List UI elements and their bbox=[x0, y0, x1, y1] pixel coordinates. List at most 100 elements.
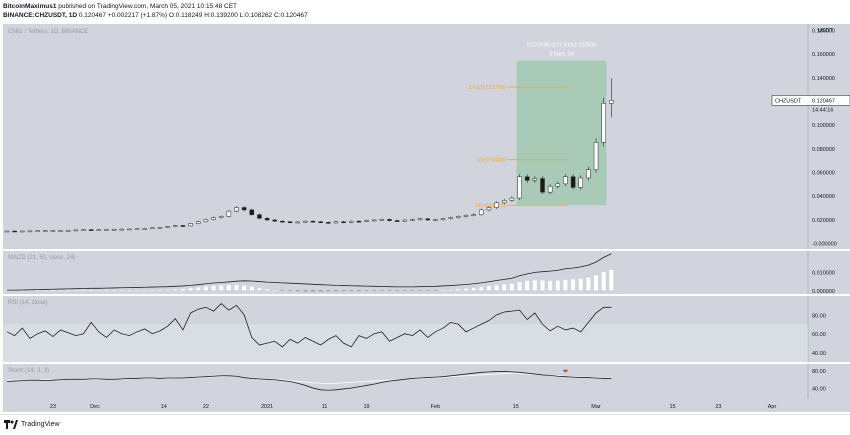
macd-histogram-bar bbox=[20, 290, 25, 291]
candle-body bbox=[111, 228, 117, 231]
price-tick-label: -0.000000 bbox=[812, 242, 837, 248]
high-value: 0.139200 bbox=[210, 12, 238, 19]
candle-body bbox=[479, 209, 484, 215]
candle-body bbox=[96, 229, 102, 231]
time-tick-label: 23 bbox=[715, 404, 721, 410]
rsi-pane-title: RSI (14, close) bbox=[8, 300, 48, 306]
published-text: published on TradingView.com, March 05, … bbox=[58, 3, 238, 10]
candle-body bbox=[463, 215, 469, 217]
stoch-tick-label: 80.00 bbox=[812, 369, 826, 375]
tradingview-logo[interactable]: TradingView bbox=[4, 420, 60, 429]
candle-body bbox=[203, 219, 209, 223]
candle-body bbox=[448, 217, 453, 220]
candle-body bbox=[379, 219, 385, 221]
open-label: O: bbox=[168, 12, 176, 19]
candle-body bbox=[349, 220, 354, 223]
candle-body bbox=[410, 219, 415, 221]
macd-histogram-bar bbox=[333, 290, 338, 292]
candle-body bbox=[12, 230, 17, 233]
candle-body bbox=[586, 169, 591, 179]
candle-body bbox=[35, 230, 40, 233]
candle-body bbox=[609, 100, 614, 104]
macd-histogram-bar bbox=[364, 290, 369, 291]
candle-body bbox=[371, 219, 377, 222]
time-tick-label: 2021 bbox=[261, 404, 273, 410]
candle-body bbox=[218, 216, 224, 218]
candle-body bbox=[387, 219, 392, 221]
macd-histogram-bar bbox=[548, 280, 553, 291]
price-scale-3 bbox=[808, 364, 850, 399]
candle-body bbox=[150, 227, 155, 230]
macd-histogram-bar bbox=[341, 290, 346, 292]
fib-level-label-2: 0(0.031973) bbox=[476, 203, 506, 209]
candle-body bbox=[486, 207, 492, 211]
candle-body bbox=[257, 214, 262, 219]
candle-body bbox=[20, 230, 25, 233]
chart-canvas[interactable]: 0.1800000.1600000.1400000.1200000.100000… bbox=[0, 22, 850, 414]
candle-body bbox=[593, 142, 599, 170]
candle-body bbox=[249, 209, 255, 215]
macd-histogram-bar bbox=[326, 290, 331, 292]
bar-countdown: 14:44:16 bbox=[812, 107, 833, 113]
macd-histogram-bar bbox=[73, 290, 78, 291]
macd-histogram-bar bbox=[58, 290, 63, 291]
measure-sublabel: 9 bars, 9d bbox=[549, 52, 573, 58]
macd-histogram-bar bbox=[104, 290, 109, 291]
macd-histogram-bar bbox=[586, 277, 591, 291]
price-tick-label: 0.020000 bbox=[812, 218, 835, 224]
macd-histogram-bar bbox=[119, 290, 124, 291]
price-scale-1 bbox=[808, 251, 850, 294]
macd-histogram-bar bbox=[272, 289, 277, 291]
macd-histogram-bar bbox=[158, 289, 162, 291]
time-tick-label: 15 bbox=[513, 404, 519, 410]
macd-histogram-bar bbox=[66, 290, 71, 291]
publish-info: BitcoinMaximus1 published on TradingView… bbox=[3, 3, 237, 10]
macd-histogram-bar bbox=[494, 285, 499, 291]
author-name[interactable]: BitcoinMaximus1 bbox=[3, 3, 57, 10]
candle-body bbox=[142, 228, 147, 230]
macd-histogram-bar bbox=[464, 288, 468, 291]
last-price-badge bbox=[771, 95, 850, 106]
macd-histogram-bar bbox=[180, 288, 185, 291]
chart-area[interactable]: 0.1800000.1600000.1400000.1200000.100000… bbox=[0, 22, 850, 414]
rsi-tick-label: 60.00 bbox=[812, 332, 826, 338]
macd-histogram-bar bbox=[571, 279, 576, 291]
candle-body bbox=[119, 228, 124, 231]
candle-body bbox=[532, 178, 538, 181]
candle-body bbox=[4, 230, 10, 233]
time-scale bbox=[3, 399, 850, 412]
macd-histogram-bar bbox=[295, 290, 300, 292]
macd-histogram-bar bbox=[35, 290, 40, 291]
time-tick-label: 11 bbox=[322, 404, 328, 410]
macd-histogram-bar bbox=[188, 288, 193, 291]
price-scale-0 bbox=[808, 24, 850, 249]
candle-body bbox=[196, 221, 201, 224]
macd-histogram-bar bbox=[81, 290, 86, 291]
price-tick-label: 0.160000 bbox=[812, 52, 835, 58]
candle-body bbox=[310, 220, 316, 223]
candle-body bbox=[157, 227, 163, 229]
macd-histogram-bar bbox=[433, 290, 438, 291]
tradingview-brand: TradingView bbox=[21, 421, 60, 428]
rsi-tick-label: 80.00 bbox=[812, 313, 826, 319]
macd-histogram-bar bbox=[563, 279, 568, 291]
candle-body bbox=[517, 176, 522, 199]
low-label: L: bbox=[239, 12, 246, 19]
measure-range-box bbox=[516, 60, 607, 206]
macd-histogram-bar bbox=[555, 280, 560, 291]
candle-body bbox=[570, 176, 576, 188]
high-label: H: bbox=[204, 12, 211, 19]
candle-body bbox=[65, 230, 71, 232]
macd-histogram-bar bbox=[96, 290, 101, 291]
candle-body bbox=[402, 219, 408, 222]
candle-body bbox=[104, 229, 109, 231]
candle-body bbox=[494, 202, 499, 208]
macd-histogram-bar bbox=[43, 290, 48, 291]
macd-histogram-bar bbox=[127, 290, 132, 291]
pane-background-3 bbox=[3, 364, 808, 399]
price-axis-unit: USDT bbox=[818, 28, 834, 34]
macd-histogram-bar bbox=[509, 283, 514, 291]
macd-histogram-bar bbox=[211, 285, 216, 291]
macd-histogram-bar bbox=[203, 286, 208, 291]
macd-histogram-bar bbox=[502, 284, 507, 291]
